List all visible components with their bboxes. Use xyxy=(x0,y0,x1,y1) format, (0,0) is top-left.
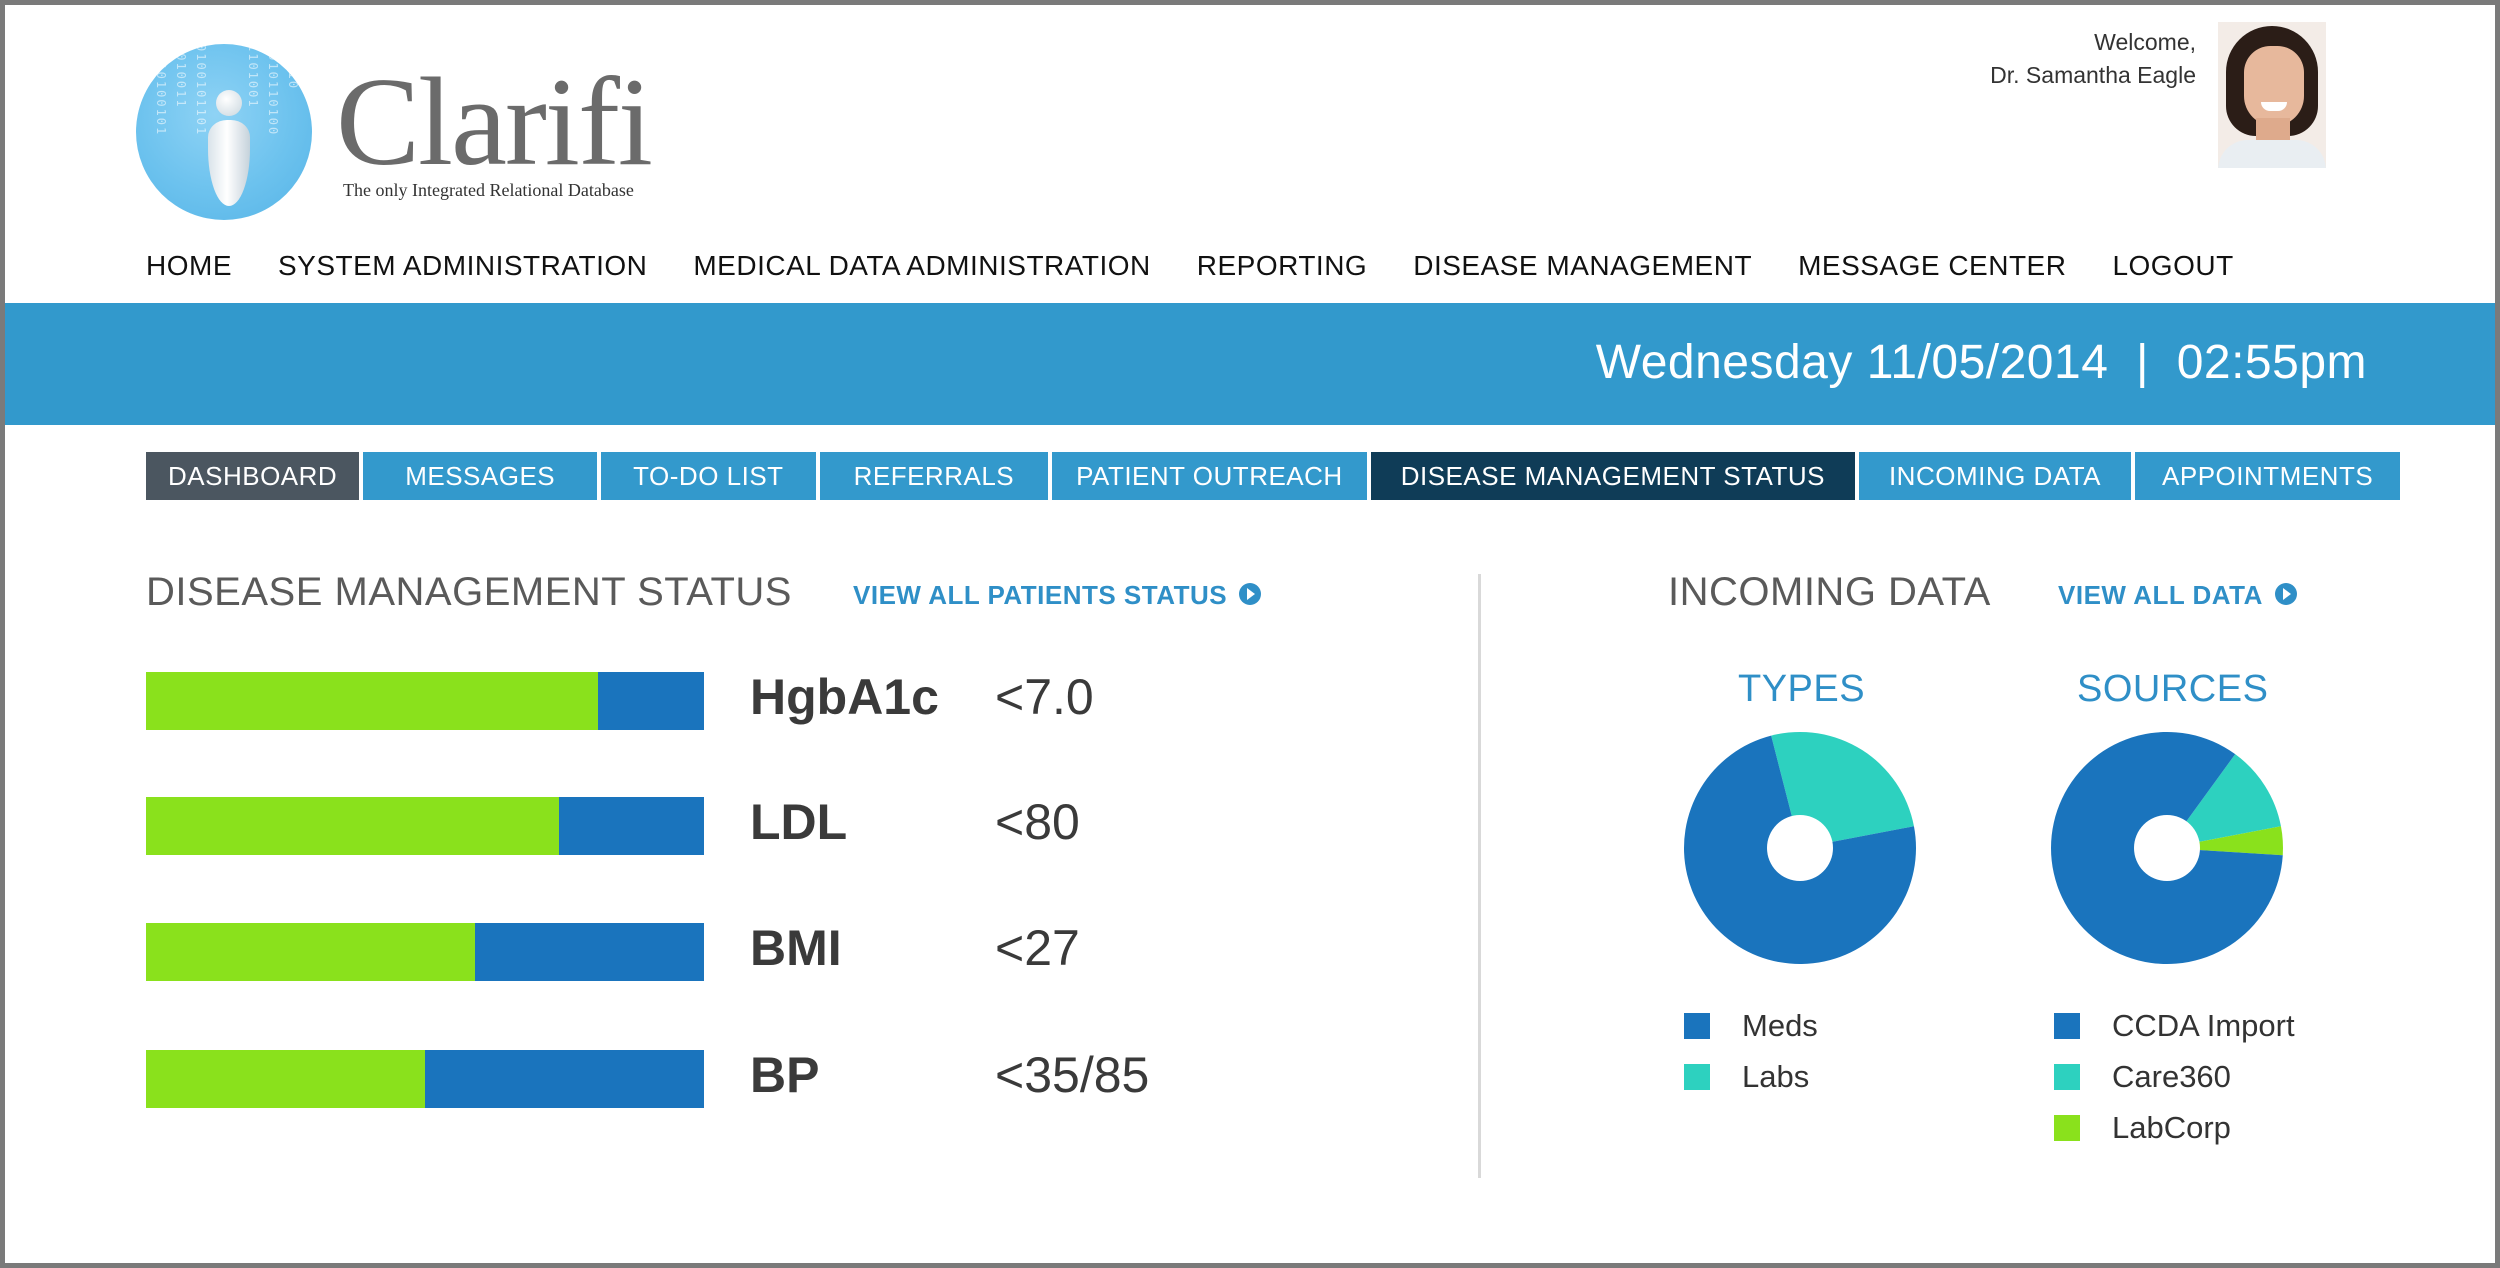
metric-bar xyxy=(146,1050,704,1108)
brand-tagline: The only Integrated Relational Database xyxy=(343,180,634,200)
metric-name: LDL xyxy=(750,794,848,850)
legend-label: Labs xyxy=(1742,1059,1810,1094)
welcome-label: Welcome, xyxy=(2094,29,2196,55)
legend-swatch xyxy=(2054,1064,2080,1090)
legend-item-care360: Care360 xyxy=(2054,1059,2231,1095)
metric-bar xyxy=(146,797,704,855)
types-chart-title: TYPES xyxy=(1738,668,1866,710)
legend-label: Care360 xyxy=(2112,1059,2231,1094)
metric-name: BMI xyxy=(750,920,842,976)
metric-bar xyxy=(146,672,704,730)
nav-home[interactable]: HOME xyxy=(146,250,232,281)
nav-medical-data-administration[interactable]: MEDICAL DATA ADMINISTRATION xyxy=(693,250,1151,281)
date-band: Wednesday 11/05/2014 | 02:55pm xyxy=(5,303,2495,425)
tab-messages[interactable]: MESSAGES xyxy=(363,452,598,500)
tab-referrals[interactable]: REFERRALS xyxy=(819,452,1049,500)
dashboard-tabs: DASHBOARD MESSAGES TO-DO LIST REFERRALS … xyxy=(146,452,2401,500)
metric-target: <80 xyxy=(995,794,1080,850)
view-all-data-label: VIEW ALL DATA xyxy=(2058,580,2263,610)
clarifi-logo-icon[interactable]: 0110100101 1010011 0100101101 1101001 00… xyxy=(136,44,312,220)
tab-dashboard[interactable]: DASHBOARD xyxy=(146,452,360,500)
pie-center-hole xyxy=(2134,815,2200,881)
nav-reporting[interactable]: REPORTING xyxy=(1196,250,1368,281)
legend-label: Meds xyxy=(1742,1008,1818,1043)
metric-target: <35/85 xyxy=(995,1047,1150,1103)
metric-bar-fill xyxy=(146,672,598,730)
metric-bar-fill xyxy=(146,1050,425,1108)
metric-bar-fill xyxy=(146,923,476,981)
main-nav: HOME SYSTEM ADMINISTRATION MEDICAL DATA … xyxy=(146,250,2280,282)
tab-todo-list[interactable]: TO-DO LIST xyxy=(601,452,816,500)
metric-name: HgbA1c xyxy=(750,669,939,725)
incoming-data-title: INCOMING DATA xyxy=(1668,570,1991,614)
welcome-message: Welcome, Dr. Samantha Eagle xyxy=(1990,26,2196,92)
tab-disease-management-status[interactable]: DISEASE MANAGEMENT STATUS xyxy=(1370,452,1855,500)
legend-swatch xyxy=(1684,1013,1710,1039)
metric-row: BMI <27 xyxy=(146,920,1246,983)
tab-incoming-data[interactable]: INCOMING DATA xyxy=(1858,452,2132,500)
current-datetime: Wednesday 11/05/2014 | 02:55pm xyxy=(1595,336,2367,389)
legend-label: CCDA Import xyxy=(2112,1008,2295,1043)
legend-swatch xyxy=(2054,1013,2080,1039)
nav-message-center[interactable]: MESSAGE CENTER xyxy=(1798,250,2067,281)
legend-item-ccda-import: CCDA Import xyxy=(2054,1008,2295,1044)
view-all-patients-status-link[interactable]: VIEW ALL PATIENTS STATUS xyxy=(853,580,1262,611)
sources-pie-chart xyxy=(2051,732,2283,964)
play-circle-icon xyxy=(2274,583,2297,605)
legend-item-labcorp: LabCorp xyxy=(2054,1110,2231,1146)
pie-slice-care360 xyxy=(2167,754,2281,848)
avatar[interactable] xyxy=(2218,22,2326,168)
legend-label: LabCorp xyxy=(2112,1110,2231,1145)
metric-target: <27 xyxy=(995,920,1080,976)
sources-chart-title: SOURCES xyxy=(2077,668,2269,710)
metric-target: <7.0 xyxy=(995,669,1094,725)
tab-appointments[interactable]: APPOINTMENTS xyxy=(2135,452,2401,500)
legend-item-meds: Meds xyxy=(1684,1008,1818,1044)
types-pie-chart xyxy=(1684,732,1916,964)
pie-center-hole xyxy=(1767,815,1833,881)
legend-swatch xyxy=(2054,1115,2080,1141)
nav-disease-management[interactable]: DISEASE MANAGEMENT xyxy=(1413,250,1753,281)
metric-row: BP <35/85 xyxy=(146,1047,1246,1110)
legend-item-labs: Labs xyxy=(1684,1059,1809,1095)
metric-bar xyxy=(146,923,704,981)
user-name: Dr. Samantha Eagle xyxy=(1990,62,2196,88)
tab-patient-outreach[interactable]: PATIENT OUTREACH xyxy=(1052,452,1367,500)
nav-system-administration[interactable]: SYSTEM ADMINISTRATION xyxy=(278,250,648,281)
legend-swatch xyxy=(1684,1064,1710,1090)
view-all-patients-status-label: VIEW ALL PATIENTS STATUS xyxy=(853,580,1228,610)
metric-name: BP xyxy=(750,1047,820,1103)
brand-name: Clarifi xyxy=(336,53,653,192)
section-divider xyxy=(1478,574,1481,1178)
metric-bar-fill xyxy=(146,797,559,855)
nav-logout[interactable]: LOGOUT xyxy=(2112,250,2234,281)
metric-row: LDL <80 xyxy=(146,794,1246,857)
view-all-data-link[interactable]: VIEW ALL DATA xyxy=(2058,580,2297,611)
metric-row: HgbA1c <7.0 xyxy=(146,669,1246,732)
disease-status-title: DISEASE MANAGEMENT STATUS xyxy=(146,570,792,614)
play-circle-icon xyxy=(1239,583,1262,605)
